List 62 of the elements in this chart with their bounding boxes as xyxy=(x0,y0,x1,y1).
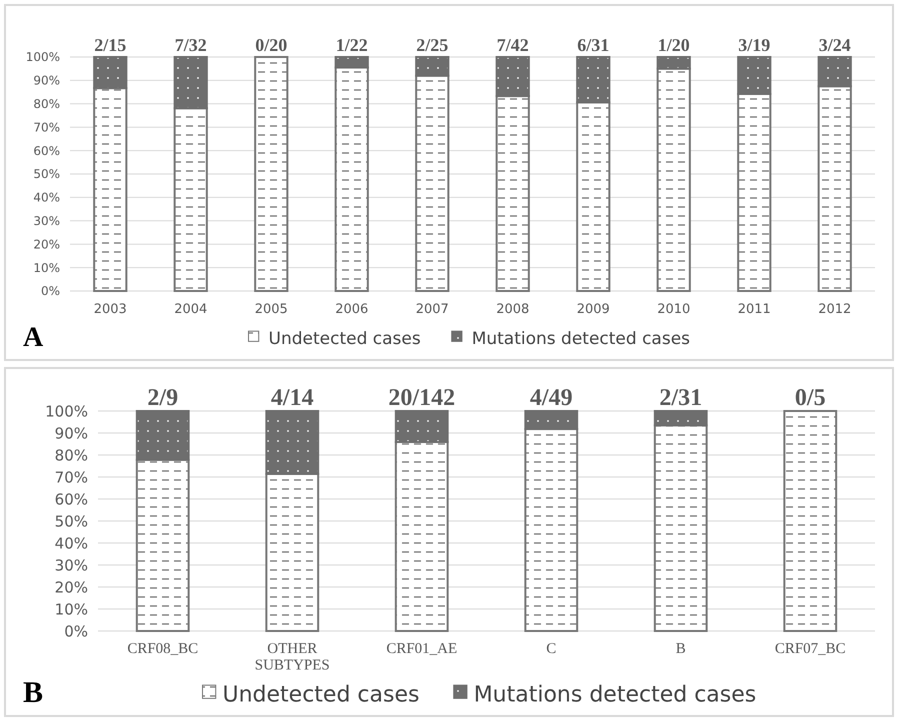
y-tick-label: 0% xyxy=(64,622,88,640)
annotation: 7/32 xyxy=(174,35,207,55)
y-tick-label: 50% xyxy=(33,167,60,182)
y-tick-label: 80% xyxy=(54,446,88,464)
x-tick-label: B xyxy=(676,641,686,657)
annotation: 0/5 xyxy=(794,385,826,411)
y-tick-label: 90% xyxy=(33,74,60,88)
x-tick-label: 2007 xyxy=(416,302,449,317)
annotation: 0/20 xyxy=(255,35,288,55)
annotation: 3/19 xyxy=(738,35,770,55)
annotation: 1/20 xyxy=(658,35,690,55)
y-tick-label: 40% xyxy=(54,534,88,552)
y-tick-label: 50% xyxy=(54,512,88,530)
y-tick-label: 60% xyxy=(54,490,88,508)
annotation: 2/25 xyxy=(416,35,448,55)
y-tick-label: 10% xyxy=(33,260,60,275)
x-tick-label: 2004 xyxy=(174,302,208,317)
y-tick-label: 40% xyxy=(33,190,60,205)
x-tick-label: 2010 xyxy=(657,302,690,317)
annotation: 1/22 xyxy=(336,35,368,55)
y-tick-label: 90% xyxy=(54,424,88,442)
x-tick-label: CRF08_BC xyxy=(127,641,198,657)
annotation: 7/42 xyxy=(496,35,529,55)
legend-label: Mutations detected cases xyxy=(474,682,756,708)
x-tick-label: OTHER SUBTYPES xyxy=(254,641,330,674)
annotation: 4/14 xyxy=(270,385,314,411)
annotation: 6/31 xyxy=(577,35,610,55)
x-tick-label: 2008 xyxy=(496,302,530,317)
x-tick-label: CRF07_BC xyxy=(774,641,846,657)
y-tick-label: 20% xyxy=(54,578,88,596)
y-tick-label: 100% xyxy=(45,402,88,420)
bar xyxy=(254,56,288,292)
y-tick-label: 30% xyxy=(33,214,60,228)
y-tick-label: 30% xyxy=(54,556,88,574)
x-tick-label: 2003 xyxy=(94,302,127,317)
legend-label: Undetected cases xyxy=(268,328,421,349)
y-tick-label: 70% xyxy=(33,120,60,134)
annotation: 2/9 xyxy=(147,385,178,411)
annotation: 4/49 xyxy=(530,385,573,411)
legend-label: Undetected cases xyxy=(222,682,420,708)
y-tick-label: 60% xyxy=(33,144,60,158)
x-tick-label: 2006 xyxy=(335,302,368,317)
y-tick-label: 10% xyxy=(54,600,88,618)
x-tick-label: C xyxy=(546,641,556,657)
bar xyxy=(783,410,838,632)
y-tick-label: 70% xyxy=(54,468,88,486)
x-tick-label: 2012 xyxy=(818,302,852,317)
text: A xyxy=(23,322,44,353)
x-tick-label: 2011 xyxy=(738,302,771,317)
y-tick-label: 0% xyxy=(40,284,60,298)
y-tick-label: 20% xyxy=(33,237,60,252)
annotation: 20/142 xyxy=(388,385,456,411)
text: B xyxy=(23,676,44,709)
annotation: 3/24 xyxy=(818,35,851,55)
y-tick-label: 80% xyxy=(33,97,60,111)
x-tick-label: 2005 xyxy=(254,302,288,317)
x-tick-label: 2009 xyxy=(576,302,610,317)
legend-label: Mutations detected cases xyxy=(472,328,690,349)
x-tick-label: CRF01_AE xyxy=(386,641,458,657)
annotation: 2/15 xyxy=(94,35,126,55)
annotation: 2/31 xyxy=(659,385,702,411)
y-tick-label: 100% xyxy=(26,50,60,64)
